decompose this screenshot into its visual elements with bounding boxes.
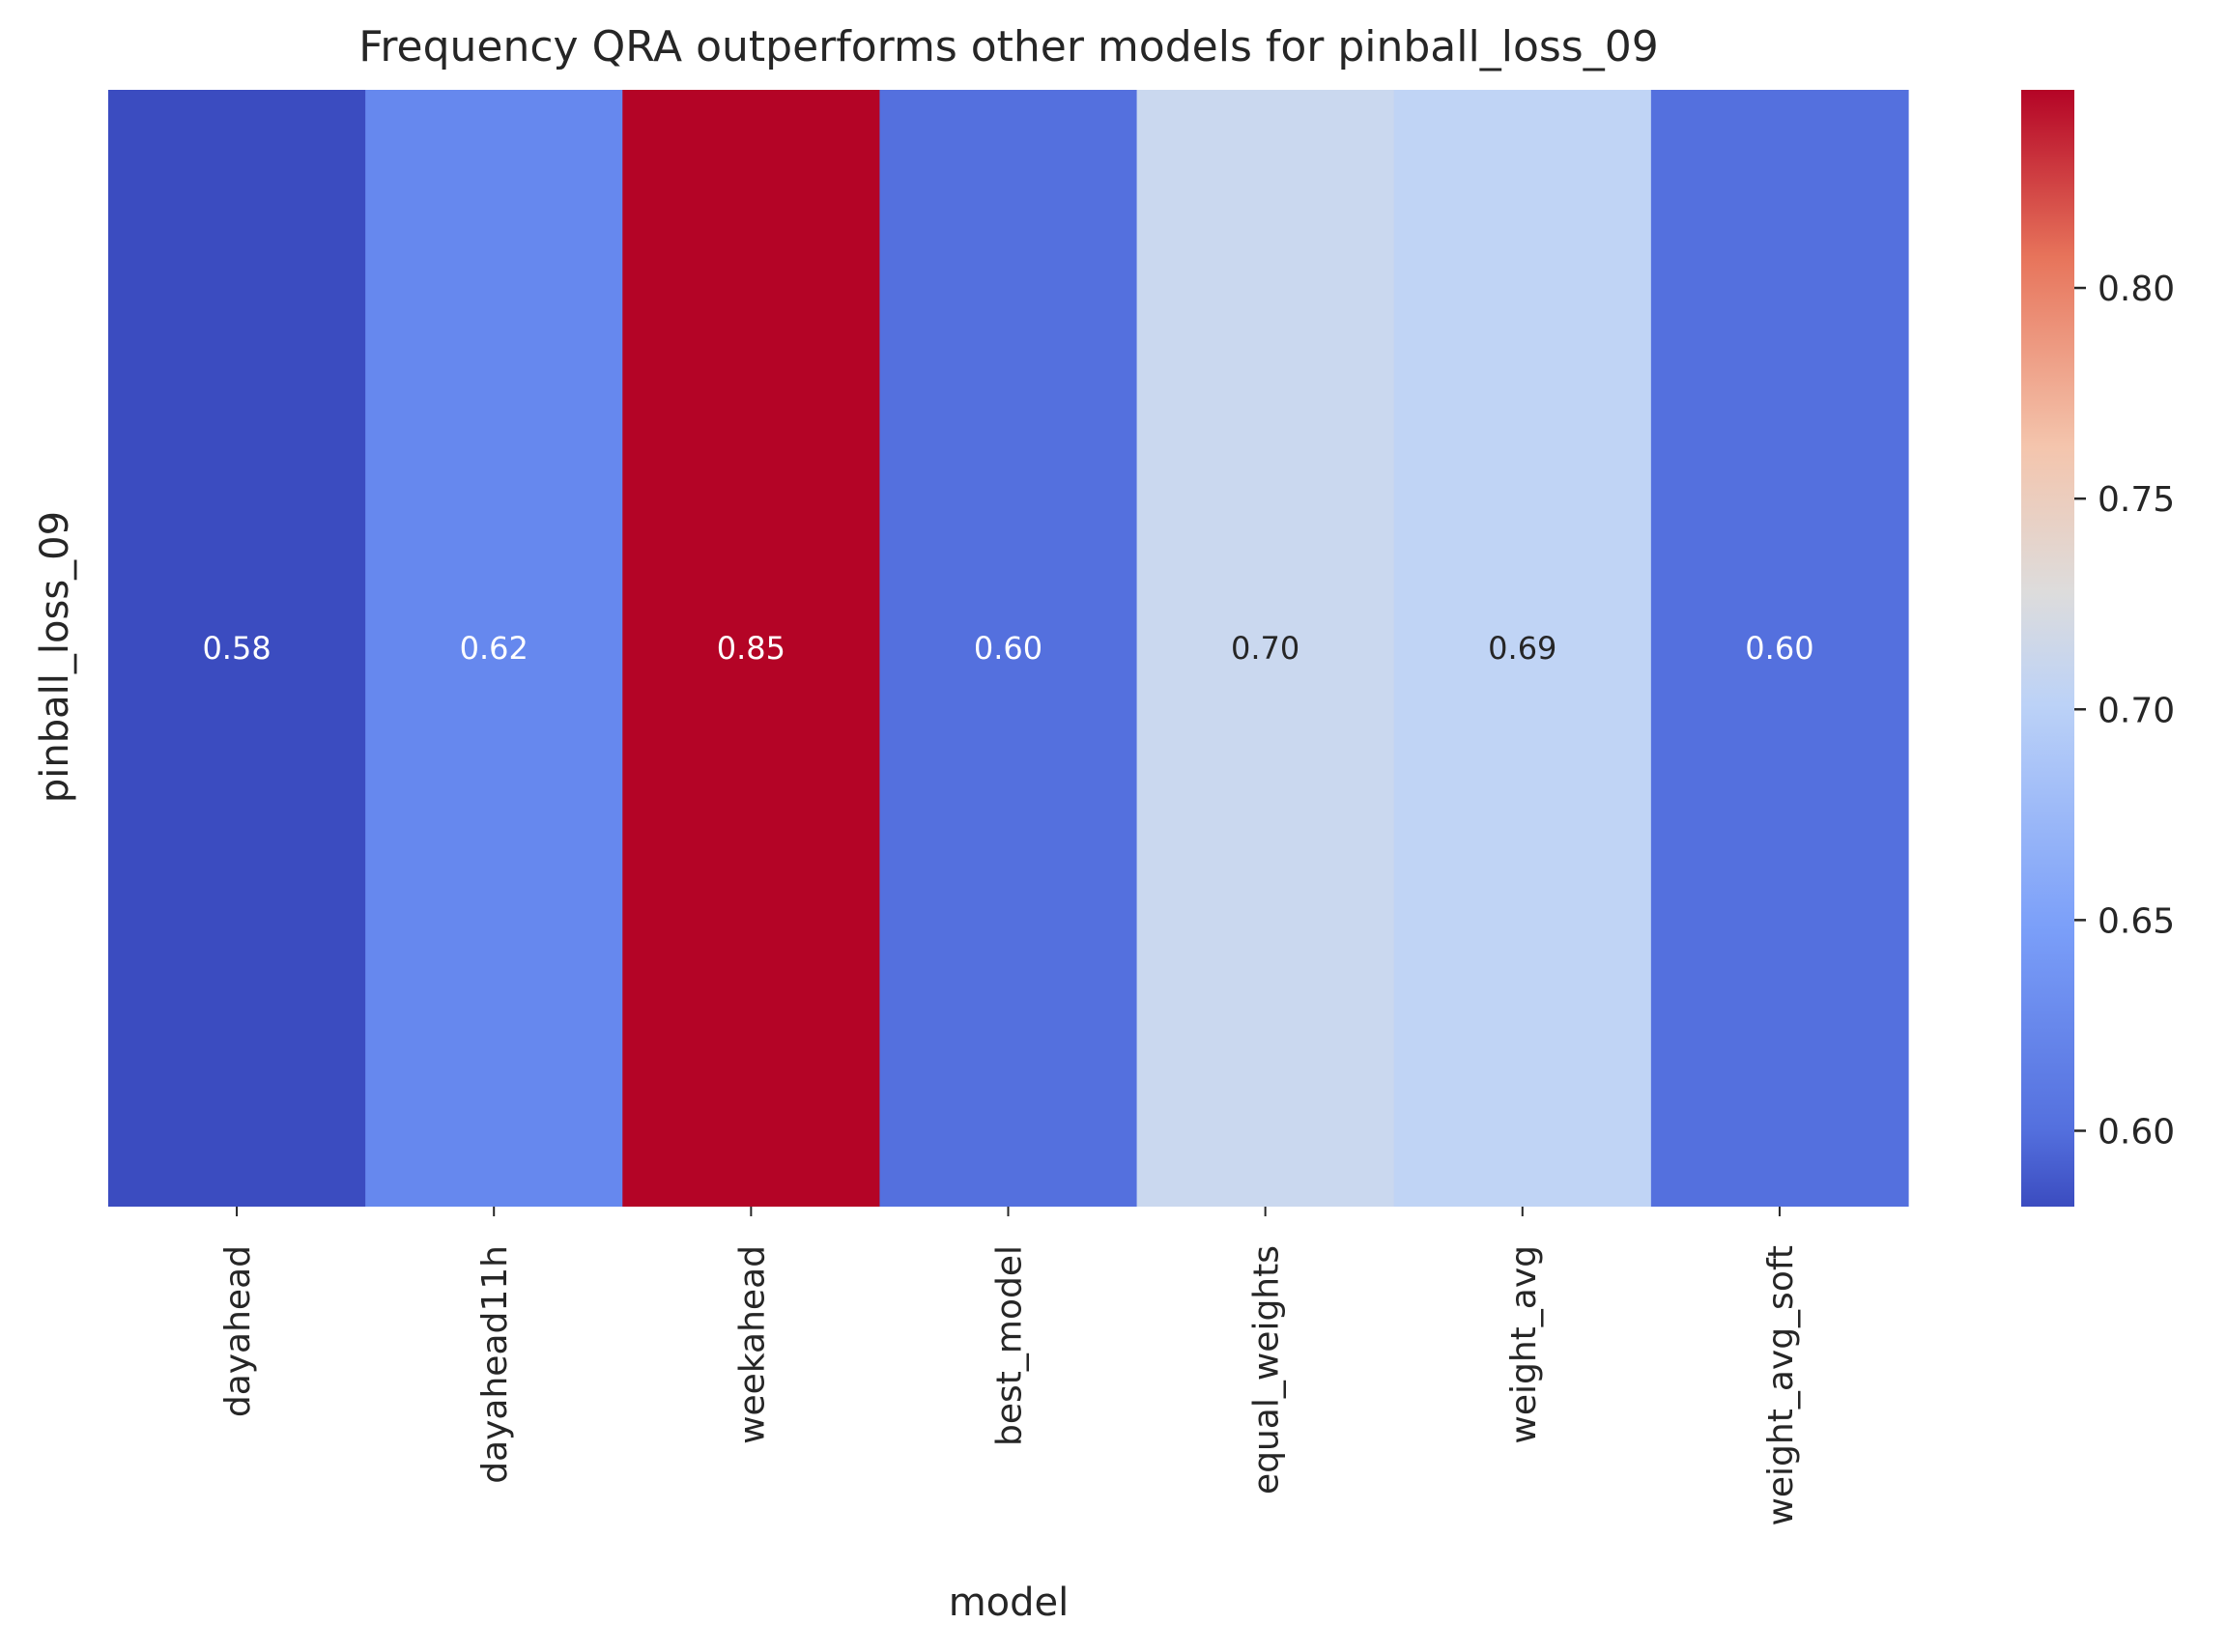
cell-value-labels: 0.58 0.62 0.85 0.60 0.70 0.69 0.60 [202, 630, 1813, 667]
x-tick-label: weight_avg [1504, 1245, 1544, 1444]
cell-value-label: 0.70 [1231, 630, 1299, 667]
heatmap-cell-best_model [879, 90, 1138, 1207]
x-tick-label: best_model [990, 1245, 1030, 1446]
heatmap-cell-weight_avg_soft [1650, 90, 1909, 1207]
x-tick-label: equal_weights [1247, 1245, 1287, 1495]
heatmap-cells [108, 90, 1909, 1207]
colorbar-tick-label: 0.70 [2098, 691, 2175, 730]
cell-value-label: 0.58 [202, 630, 271, 667]
heatmap-cell-dayahead [108, 90, 366, 1207]
heatmap-cell-dayahead11h [365, 90, 623, 1207]
x-tick-label: dayahead11h [475, 1245, 515, 1484]
heatmap-cell-weekahead [622, 90, 881, 1207]
colorbar-tick-label: 0.65 [2098, 901, 2175, 941]
heatmap-cell-equal_weights [1136, 90, 1395, 1207]
colorbar [2021, 90, 2074, 1207]
colorbar-tick-label: 0.60 [2098, 1112, 2175, 1152]
x-tick-labels: dayahead dayahead11h weekahead best_model eq… [218, 1207, 1801, 1526]
x-tick-label: weekahead [732, 1245, 772, 1444]
y-axis-label: pinball_loss_09 [33, 511, 77, 803]
colorbar-tick-label: 0.75 [2098, 480, 2175, 520]
x-axis-label: model [949, 1581, 1070, 1625]
x-tick-label: dayahead [218, 1245, 258, 1417]
heatmap-cell-weight_avg [1393, 90, 1652, 1207]
x-tick-label: weight_avg_soft [1761, 1245, 1801, 1526]
cell-value-label: 0.60 [974, 630, 1042, 667]
cell-value-label: 0.60 [1745, 630, 1813, 667]
cell-value-label: 0.85 [717, 630, 785, 667]
colorbar-ticks: 0.60 0.65 0.70 0.75 0.80 [2074, 270, 2175, 1152]
cell-value-label: 0.69 [1488, 630, 1556, 667]
cell-value-label: 0.62 [460, 630, 528, 667]
chart-title: Frequency QRA outperforms other models f… [358, 22, 1658, 71]
colorbar-tick-label: 0.80 [2098, 270, 2175, 309]
